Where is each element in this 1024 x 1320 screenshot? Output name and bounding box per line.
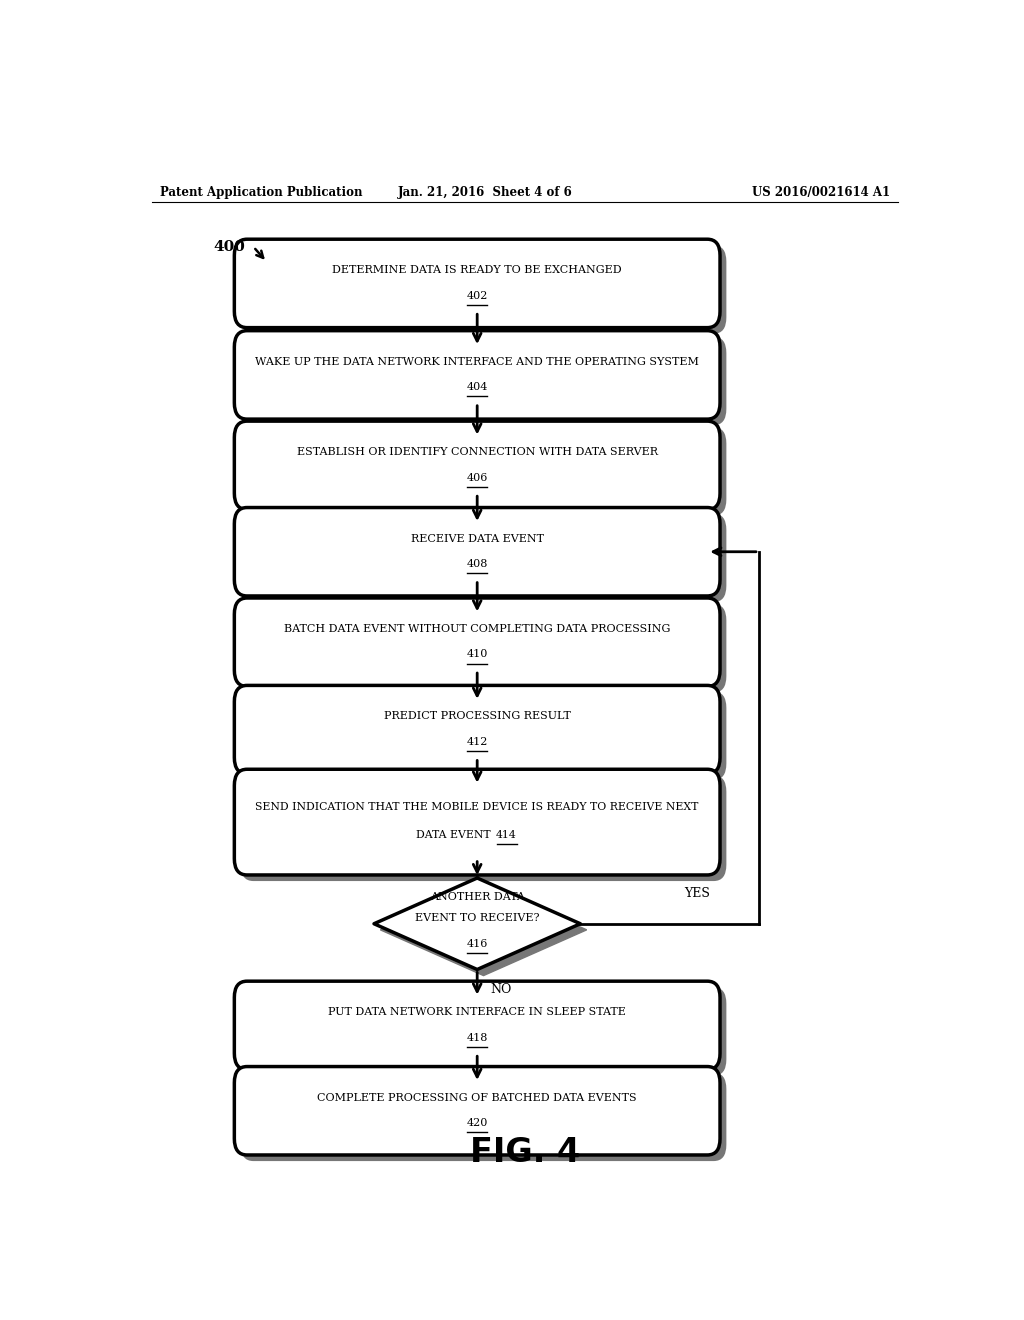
FancyBboxPatch shape: [241, 246, 726, 334]
Text: 402: 402: [467, 290, 487, 301]
Text: 400: 400: [214, 240, 246, 253]
Text: WAKE UP THE DATA NETWORK INTERFACE AND THE OPERATING SYSTEM: WAKE UP THE DATA NETWORK INTERFACE AND T…: [255, 356, 699, 367]
Text: ANOTHER DATA: ANOTHER DATA: [430, 892, 524, 903]
Polygon shape: [374, 878, 581, 969]
Text: 410: 410: [467, 649, 487, 660]
Text: COMPLETE PROCESSING OF BATCHED DATA EVENTS: COMPLETE PROCESSING OF BATCHED DATA EVEN…: [317, 1093, 637, 1102]
Text: PUT DATA NETWORK INTERFACE IN SLEEP STATE: PUT DATA NETWORK INTERFACE IN SLEEP STAT…: [329, 1007, 626, 1018]
Text: DETERMINE DATA IS READY TO BE EXCHANGED: DETERMINE DATA IS READY TO BE EXCHANGED: [333, 265, 622, 275]
Text: 418: 418: [467, 1032, 487, 1043]
Polygon shape: [380, 884, 587, 975]
FancyBboxPatch shape: [234, 770, 720, 875]
FancyBboxPatch shape: [234, 598, 720, 686]
Text: 406: 406: [467, 473, 487, 483]
Text: 412: 412: [467, 737, 487, 747]
FancyBboxPatch shape: [241, 337, 726, 425]
FancyBboxPatch shape: [234, 507, 720, 595]
FancyBboxPatch shape: [234, 981, 720, 1069]
Text: YES: YES: [684, 887, 710, 900]
Text: 408: 408: [467, 558, 487, 569]
Text: Jan. 21, 2016  Sheet 4 of 6: Jan. 21, 2016 Sheet 4 of 6: [397, 186, 572, 199]
FancyBboxPatch shape: [241, 605, 726, 693]
FancyBboxPatch shape: [241, 775, 726, 880]
Text: ESTABLISH OR IDENTIFY CONNECTION WITH DATA SERVER: ESTABLISH OR IDENTIFY CONNECTION WITH DA…: [297, 447, 657, 457]
FancyBboxPatch shape: [234, 1067, 720, 1155]
FancyBboxPatch shape: [241, 428, 726, 516]
FancyBboxPatch shape: [234, 331, 720, 420]
FancyBboxPatch shape: [234, 421, 720, 510]
FancyBboxPatch shape: [241, 692, 726, 780]
Text: Patent Application Publication: Patent Application Publication: [160, 186, 362, 199]
Text: DATA EVENT: DATA EVENT: [416, 830, 490, 841]
Text: BATCH DATA EVENT WITHOUT COMPLETING DATA PROCESSING: BATCH DATA EVENT WITHOUT COMPLETING DATA…: [284, 624, 671, 634]
Text: SEND INDICATION THAT THE MOBILE DEVICE IS READY TO RECEIVE NEXT: SEND INDICATION THAT THE MOBILE DEVICE I…: [256, 801, 698, 812]
Text: 420: 420: [467, 1118, 487, 1129]
Text: US 2016/0021614 A1: US 2016/0021614 A1: [752, 186, 890, 199]
Text: EVENT TO RECEIVE?: EVENT TO RECEIVE?: [415, 912, 540, 923]
Text: FIG. 4: FIG. 4: [470, 1137, 580, 1170]
FancyBboxPatch shape: [234, 239, 720, 327]
Text: 414: 414: [497, 830, 517, 841]
FancyBboxPatch shape: [241, 513, 726, 602]
Text: RECEIVE DATA EVENT: RECEIVE DATA EVENT: [411, 533, 544, 544]
FancyBboxPatch shape: [241, 1073, 726, 1162]
FancyBboxPatch shape: [241, 987, 726, 1076]
FancyBboxPatch shape: [234, 685, 720, 774]
Text: PREDICT PROCESSING RESULT: PREDICT PROCESSING RESULT: [384, 711, 570, 722]
Text: NO: NO: [490, 983, 512, 997]
Text: 416: 416: [467, 939, 487, 949]
Text: 404: 404: [467, 381, 487, 392]
